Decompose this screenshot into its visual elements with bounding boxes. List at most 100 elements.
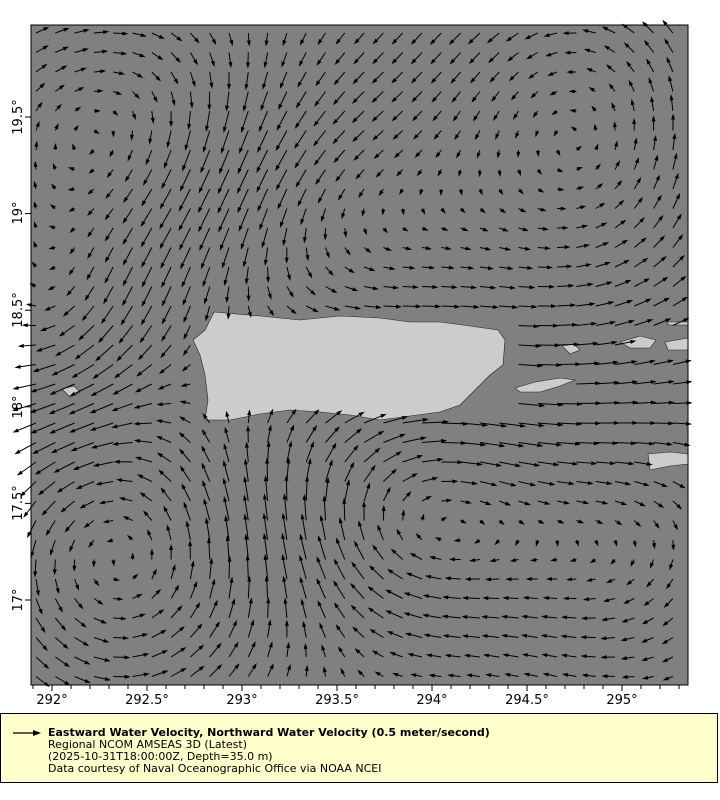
velocity-arrowhead <box>612 441 619 446</box>
velocity-arrowhead <box>651 115 656 122</box>
velocity-arrowhead <box>550 557 557 562</box>
velocity-arrowhead <box>312 424 317 432</box>
land-puerto-rico <box>192 311 506 421</box>
velocity-arrowhead <box>403 592 410 597</box>
velocity-arrowhead <box>391 115 398 122</box>
velocity-arrowhead <box>482 653 490 658</box>
velocity-arrowhead <box>147 529 152 536</box>
velocity-arrowhead <box>561 615 568 620</box>
velocity-arrowhead <box>80 622 87 628</box>
velocity-arrowhead <box>504 246 512 251</box>
velocity-arrowhead <box>122 31 129 36</box>
velocity-arrowhead <box>334 306 341 311</box>
velocity-arrowhead <box>679 254 685 261</box>
velocity-arrowhead <box>333 79 340 86</box>
velocity-arrowhead <box>446 498 453 503</box>
velocity-arrowhead <box>668 380 675 385</box>
velocity-arrowhead <box>200 167 205 174</box>
velocity-arrowhead <box>382 227 388 234</box>
velocity-arrow <box>283 495 288 521</box>
velocity-arrowhead <box>354 648 361 654</box>
velocity-arrowhead <box>395 451 403 456</box>
velocity-arrowhead <box>87 252 92 260</box>
velocity-arrow <box>218 169 230 193</box>
velocity-arrowhead <box>182 349 188 356</box>
velocity-arrowhead <box>49 390 56 395</box>
velocity-arrowhead <box>501 423 508 428</box>
velocity-arrow <box>518 403 544 407</box>
velocity-arrowhead <box>150 117 155 124</box>
velocity-arrowhead <box>226 313 231 320</box>
velocity-arrowhead <box>294 122 300 129</box>
velocity-arrowhead <box>263 61 268 69</box>
velocity-arrowhead <box>496 462 503 467</box>
velocity-arrowhead <box>40 327 47 332</box>
velocity-arrowhead <box>247 311 252 319</box>
velocity-arrowhead <box>372 135 379 141</box>
velocity-arrowhead <box>610 558 616 565</box>
velocity-arrowhead <box>335 624 341 631</box>
velocity-arrowhead <box>87 189 94 195</box>
velocity-arrowhead <box>444 653 451 658</box>
velocity-arrowhead <box>337 194 343 201</box>
velocity-arrowhead <box>242 261 247 268</box>
velocity-arrowhead <box>531 304 538 309</box>
velocity-arrowhead <box>396 170 402 177</box>
velocity-arrowhead <box>275 184 281 191</box>
velocity-arrowhead <box>75 584 80 591</box>
velocity-arrowhead <box>523 672 530 677</box>
velocity-arrowhead <box>508 75 515 82</box>
velocity-arrowhead <box>30 388 37 393</box>
velocity-arrowhead <box>237 167 242 175</box>
velocity-arrowhead <box>322 495 327 502</box>
velocity-arrowhead <box>247 575 252 582</box>
velocity-arrowhead <box>566 264 573 269</box>
velocity-arrowhead <box>136 371 143 377</box>
velocity-arrowhead <box>485 577 492 582</box>
velocity-arrowhead <box>477 171 482 178</box>
velocity-arrowhead <box>179 448 185 455</box>
velocity-arrowhead <box>169 543 174 550</box>
velocity-arrowhead <box>258 126 263 133</box>
velocity-arrowhead <box>560 653 568 658</box>
velocity-arrowhead <box>183 501 188 508</box>
velocity-arrowhead <box>653 134 657 142</box>
velocity-arrowhead <box>112 441 119 446</box>
velocity-arrowhead <box>358 411 365 417</box>
velocity-arrowhead <box>88 149 95 155</box>
velocity-arrowhead <box>557 422 564 427</box>
velocity-arrowhead <box>535 540 540 547</box>
velocity-arrowhead <box>161 182 166 190</box>
velocity-arrowhead <box>620 219 627 225</box>
velocity-arrowhead <box>54 123 59 130</box>
velocity-arrowhead <box>102 49 109 54</box>
velocity-arrowhead <box>209 82 214 89</box>
velocity-arrowhead <box>313 159 319 166</box>
velocity-arrowhead <box>210 60 215 68</box>
velocity-arrowhead <box>538 187 545 193</box>
velocity-arrowhead <box>161 281 166 288</box>
velocity-arrowhead <box>630 339 637 344</box>
velocity-arrowhead <box>350 604 357 611</box>
velocity-arrowhead <box>115 90 123 95</box>
velocity-arrowhead <box>412 285 419 290</box>
velocity-arrowhead <box>553 462 560 467</box>
velocity-arrowhead <box>67 187 74 192</box>
velocity-arrowhead <box>643 482 650 487</box>
velocity-arrowhead <box>563 500 570 505</box>
velocity-arrowhead <box>179 465 185 472</box>
velocity-arrowhead <box>358 520 362 527</box>
velocity-arrowhead <box>474 538 481 544</box>
velocity-arrowhead <box>391 38 398 45</box>
velocity-arrow <box>198 188 211 212</box>
velocity-arrowhead <box>288 291 294 298</box>
x-tick-label: 292.5° <box>125 693 169 708</box>
velocity-arrowhead <box>535 130 540 138</box>
velocity-arrowhead <box>69 248 75 255</box>
velocity-arrowhead <box>350 582 356 589</box>
velocity-arrowhead <box>141 200 147 207</box>
velocity-arrowhead <box>650 400 657 405</box>
velocity-arrowhead <box>518 188 524 195</box>
velocity-arrowhead <box>145 158 150 166</box>
velocity-arrowhead <box>33 221 38 228</box>
